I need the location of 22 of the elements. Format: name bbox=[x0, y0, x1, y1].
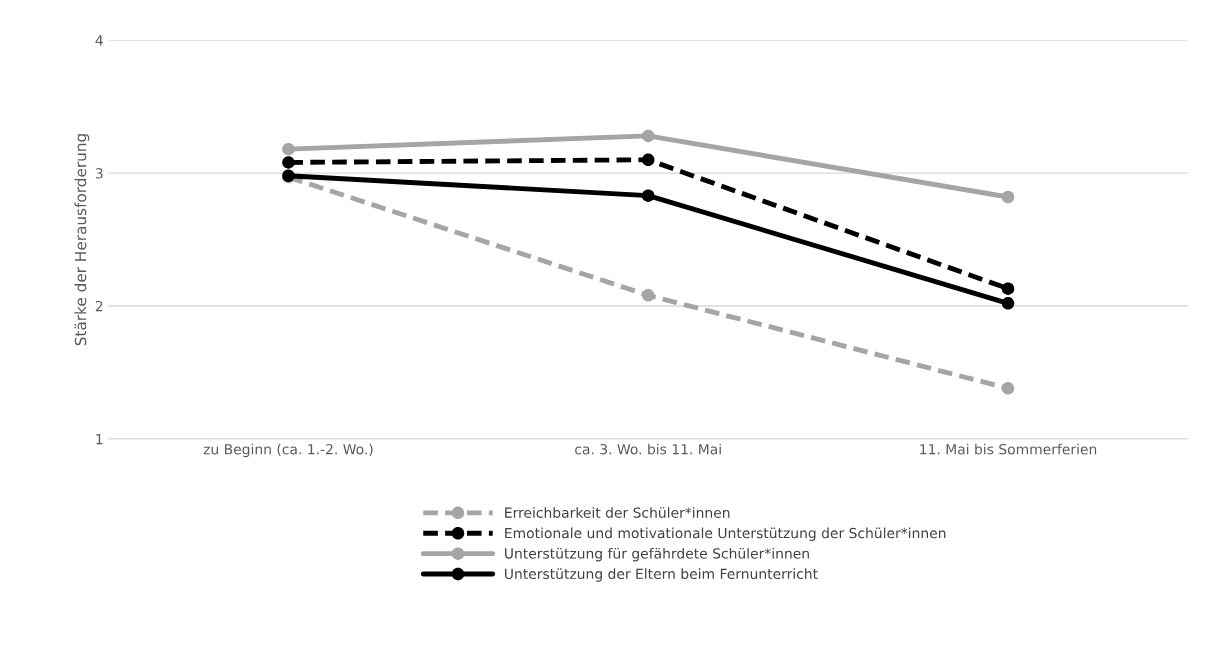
point bbox=[1001, 382, 1015, 395]
point bbox=[641, 189, 655, 202]
point bbox=[282, 156, 295, 169]
y-tick-label: 3 bbox=[95, 168, 103, 179]
point bbox=[1001, 297, 1015, 310]
point bbox=[641, 289, 655, 302]
x-tick-label: 11. Mai bis Sommerferien bbox=[920, 443, 1097, 455]
legend-label: Unterstützung der Eltern beim Fernunterricht bbox=[505, 568, 818, 582]
legend-label: Unterstützung für gefährdete Schüler*innen bbox=[505, 547, 809, 562]
point bbox=[282, 142, 295, 156]
y-tick-label: 2 bbox=[95, 300, 103, 312]
point bbox=[1001, 190, 1015, 204]
x-tick-label: ca. 3. Wo. bis 11. Mai bbox=[575, 443, 721, 455]
y-axis-title: Stärke der Herausforderung bbox=[74, 134, 90, 346]
legend-label: Emotionale und motivationale Unterstützung der Schüler*innen bbox=[505, 527, 946, 541]
point bbox=[641, 129, 655, 143]
point bbox=[1001, 282, 1015, 295]
y-tick-label: 1 bbox=[96, 434, 103, 445]
x-tick-label: zu Beginn (ca. 1.-2. Wo.) bbox=[203, 443, 373, 458]
legend-label: Erreichbarkeit der Schüler*innen bbox=[505, 507, 730, 518]
point bbox=[641, 153, 655, 167]
y-tick-label: 4 bbox=[95, 35, 103, 46]
